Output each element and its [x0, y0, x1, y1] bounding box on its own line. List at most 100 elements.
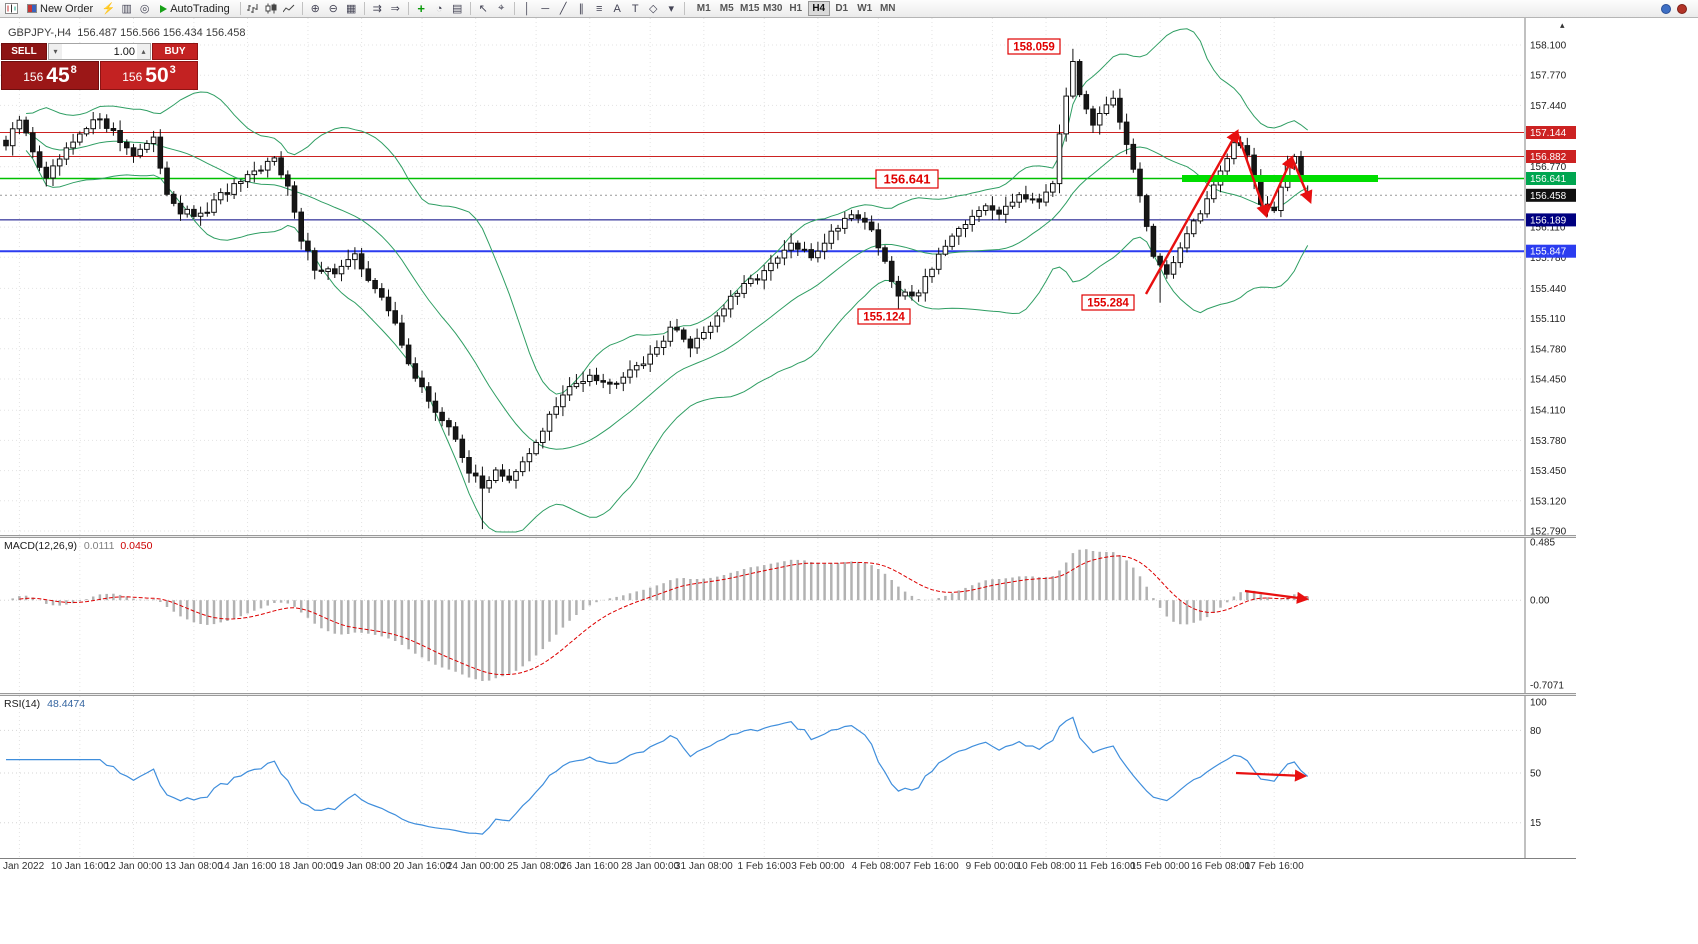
price-callout[interactable] — [875, 169, 939, 189]
price-tick: 157.770 — [1530, 71, 1567, 82]
candle-body — [1278, 186, 1284, 211]
candle-body — [949, 235, 955, 247]
vertical-line-icon[interactable]: │ — [523, 2, 531, 15]
trend-arrow[interactable] — [1235, 131, 1269, 219]
zoom-out-icon[interactable]: ⊖ — [328, 3, 338, 15]
channel-icon[interactable]: ∥ — [578, 3, 584, 15]
timeframe-MN[interactable]: MN — [879, 3, 896, 14]
candle-body — [1130, 143, 1137, 170]
candle-body — [1083, 94, 1090, 110]
volume-increase-button[interactable]: ▴ — [137, 44, 150, 59]
trend-arrow[interactable] — [1264, 154, 1294, 216]
navigator-icon[interactable]: ◎ — [139, 3, 150, 15]
candle-body — [989, 205, 996, 211]
price-axis[interactable] — [1526, 18, 1576, 535]
rsi-pane[interactable]: 100 80 50 15 — [0, 696, 1576, 858]
line-chart-icon[interactable] — [281, 1, 298, 17]
macd-name: MACD(12,26,9) — [4, 540, 77, 552]
bid-price-display[interactable]: 156 45 8 — [1, 61, 99, 90]
macd-pane[interactable]: 0.485 0.00 -0.7071 — [0, 538, 1576, 693]
candle-body — [177, 202, 184, 215]
candle-body — [1197, 213, 1204, 222]
fibonacci-icon[interactable]: ≡ — [596, 2, 603, 15]
bar-chart-icon[interactable] — [245, 1, 262, 17]
pane-splitter-macd[interactable] — [0, 535, 1576, 538]
price-tick: 152.790 — [1530, 527, 1567, 536]
candle-body — [332, 268, 338, 275]
ask-price-display[interactable]: 156 50 3 — [100, 61, 198, 90]
price-callout[interactable] — [1007, 38, 1061, 55]
candle-body — [271, 157, 278, 162]
candlestick-chart-icon[interactable] — [263, 1, 280, 17]
horizontal-line-icon[interactable]: ─ — [541, 2, 550, 15]
notification-icon-blue[interactable] — [1661, 3, 1671, 14]
shapes-icon[interactable]: ◇ — [648, 3, 658, 15]
volume-input[interactable] — [62, 45, 137, 58]
candle-body — [493, 469, 499, 481]
timeframe-M5[interactable]: M5 — [719, 3, 734, 14]
timeframe-M15[interactable]: M15 — [739, 3, 760, 14]
timeframe-W1[interactable]: W1 — [857, 3, 873, 14]
candle-body — [311, 250, 318, 271]
buy-button[interactable]: BUY — [152, 43, 198, 60]
pane-splitter-rsi[interactable] — [0, 693, 1576, 696]
timeframe-H4[interactable]: H4 — [807, 1, 830, 16]
rsi-trend-arrow[interactable] — [1235, 769, 1308, 782]
toolbar-separator — [239, 2, 241, 15]
indicators-icon[interactable]: + — [417, 1, 426, 16]
new-chart-icon[interactable] — [3, 1, 20, 17]
volume-decrease-button[interactable]: ▾ — [49, 44, 62, 59]
sell-button[interactable]: SELL — [1, 43, 47, 60]
time-axis-label: 12 Jan 00:00 — [104, 861, 163, 872]
candle-body — [291, 185, 298, 213]
autotrading-button[interactable]: AutoTrading — [154, 1, 236, 17]
candle-body — [1023, 194, 1029, 200]
auto-scroll-icon[interactable]: ⇉ — [372, 3, 382, 15]
trend-arrow[interactable] — [1144, 129, 1239, 295]
support-zone-band[interactable] — [1182, 175, 1378, 182]
text-tool-icon[interactable]: A — [613, 2, 621, 15]
arrows-dropdown-icon[interactable]: ▾ — [668, 3, 674, 15]
candle-body — [144, 143, 150, 150]
candle-body — [130, 147, 137, 157]
new-order-button[interactable]: New Order — [21, 1, 99, 17]
candle-body — [486, 480, 492, 489]
candle-body — [982, 205, 989, 212]
timeframe-H1[interactable]: H1 — [789, 3, 803, 14]
candle-body — [117, 130, 123, 143]
chart-shift-icon[interactable]: ⇒ — [390, 3, 400, 15]
tile-windows-icon[interactable]: ▦ — [346, 3, 357, 15]
label-tool-icon[interactable]: T — [631, 2, 639, 15]
timeframe-M30[interactable]: M30 — [762, 3, 783, 14]
candle-body — [184, 208, 190, 215]
market-watch-icon[interactable]: ⚡ — [101, 3, 116, 15]
crosshair-icon[interactable]: ⌖ — [498, 2, 505, 14]
templates-icon[interactable]: ▤ — [452, 3, 463, 15]
candle-body — [513, 471, 519, 481]
profiles-icon[interactable]: ▥ — [121, 3, 132, 15]
candle-body — [1150, 225, 1157, 257]
cursor-icon[interactable]: ↖ — [478, 3, 488, 15]
candle-body — [338, 265, 345, 275]
price-chart[interactable]: 158.059 156.641 155.124 155.284 158.100 157.7… — [0, 18, 1576, 535]
trend-arrow[interactable] — [1290, 157, 1313, 205]
ask-big-figure: 156 — [122, 70, 143, 84]
price-callout[interactable] — [857, 308, 911, 325]
time-axis-label: 24 Jan 00:00 — [446, 861, 505, 872]
zoom-in-icon[interactable]: ⊕ — [310, 3, 320, 15]
candle-body — [285, 174, 291, 187]
periods-icon[interactable]: ◔ — [435, 2, 443, 15]
notification-icon-red[interactable] — [1677, 3, 1687, 14]
trendline-icon[interactable]: ╱ — [559, 3, 567, 15]
candle-body — [1184, 233, 1190, 249]
macd-trend-arrow[interactable] — [1244, 589, 1309, 604]
scroll-to-end-icon[interactable]: ▴ — [1560, 20, 1565, 30]
candle-body — [231, 183, 237, 195]
timeframe-M1[interactable]: M1 — [696, 3, 711, 14]
timeframe-D1[interactable]: D1 — [835, 3, 849, 14]
toolbar-separator — [301, 2, 303, 15]
price-callout[interactable] — [1081, 294, 1135, 311]
price-chip-text: 157.144 — [1530, 128, 1567, 139]
candle-body — [748, 278, 754, 284]
